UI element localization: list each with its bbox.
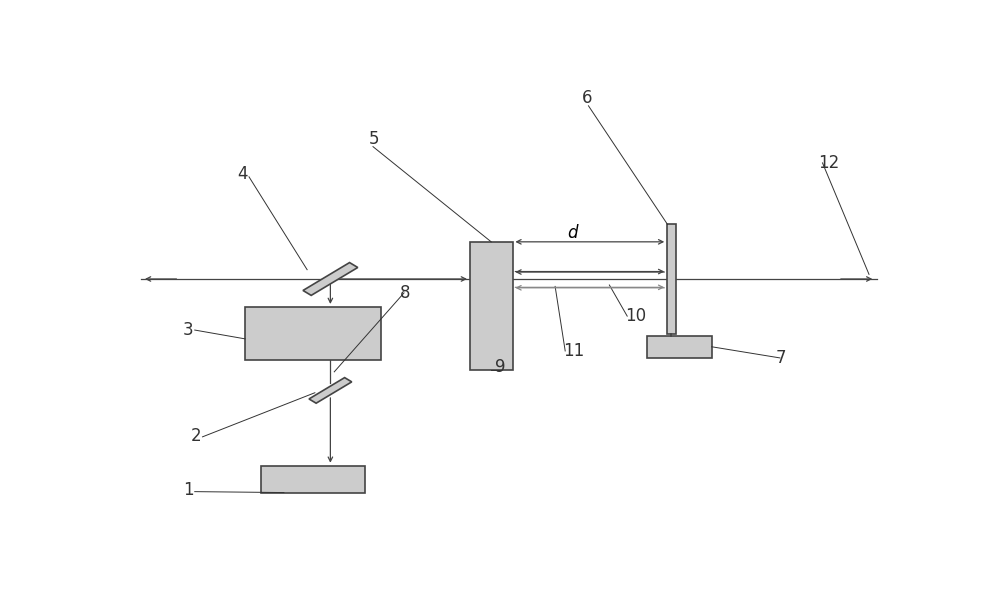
Text: 7: 7	[776, 349, 786, 367]
Text: 12: 12	[819, 154, 840, 171]
Bar	[245, 307, 381, 360]
Bar	[470, 242, 512, 370]
Text: 3: 3	[183, 321, 194, 339]
Text: 9: 9	[495, 358, 506, 376]
Text: 11: 11	[563, 341, 584, 359]
Text: $d$: $d$	[567, 224, 579, 242]
Text: 6: 6	[582, 89, 593, 107]
Text: 10: 10	[625, 307, 646, 325]
Polygon shape	[309, 377, 352, 403]
Bar	[261, 466, 365, 493]
Bar	[667, 224, 676, 333]
Text: 8: 8	[400, 283, 411, 302]
Polygon shape	[303, 262, 358, 295]
Text: 1: 1	[183, 481, 194, 499]
Bar	[647, 336, 712, 358]
Text: 2: 2	[191, 428, 202, 446]
Text: 5: 5	[369, 130, 380, 148]
Text: 4: 4	[237, 165, 248, 183]
